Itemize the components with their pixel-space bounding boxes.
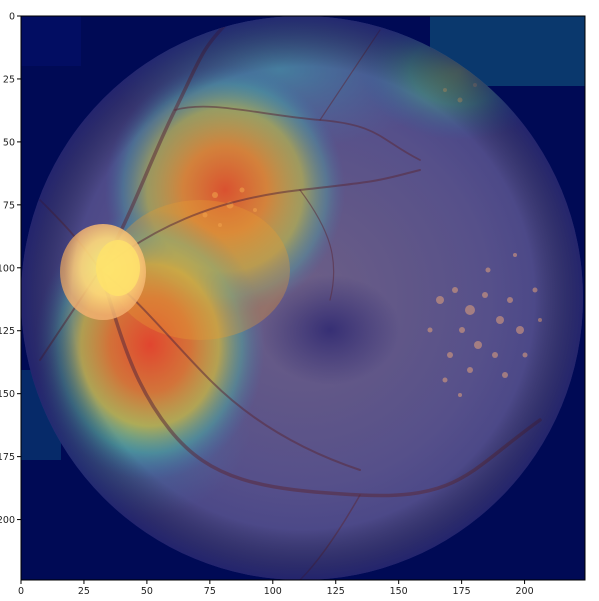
corner-tint-top-left — [21, 16, 81, 66]
x-tick-label: 100 — [264, 586, 282, 597]
y-tick-label: 200 — [0, 515, 15, 526]
axes-frame — [20, 15, 586, 581]
y-tick-label: 50 — [3, 137, 15, 148]
x-tick-label: 175 — [453, 586, 471, 597]
y-tick-label: 0 — [9, 12, 15, 23]
y-tick-label: 75 — [3, 200, 15, 211]
x-tick-label: 125 — [327, 586, 345, 597]
x-tick-label: 75 — [204, 586, 216, 597]
y-tick-label: 125 — [0, 326, 15, 337]
y-tick-label: 150 — [0, 389, 15, 400]
x-tick-label: 50 — [141, 586, 153, 597]
x-tick-label: 25 — [78, 586, 90, 597]
y-tick-label: 175 — [0, 452, 15, 463]
y-tick-label: 25 — [3, 74, 15, 85]
y-axis: 0 25 50 75 100 125 150 175 200 — [0, 12, 21, 526]
y-tick-label: 100 — [0, 263, 15, 274]
x-axis: 0 25 50 75 100 125 150 175 200 — [18, 580, 534, 597]
x-tick-label: 200 — [516, 586, 534, 597]
x-tick-label: 150 — [390, 586, 408, 597]
edge-vignette — [21, 16, 583, 580]
x-tick-label: 0 — [18, 586, 24, 597]
